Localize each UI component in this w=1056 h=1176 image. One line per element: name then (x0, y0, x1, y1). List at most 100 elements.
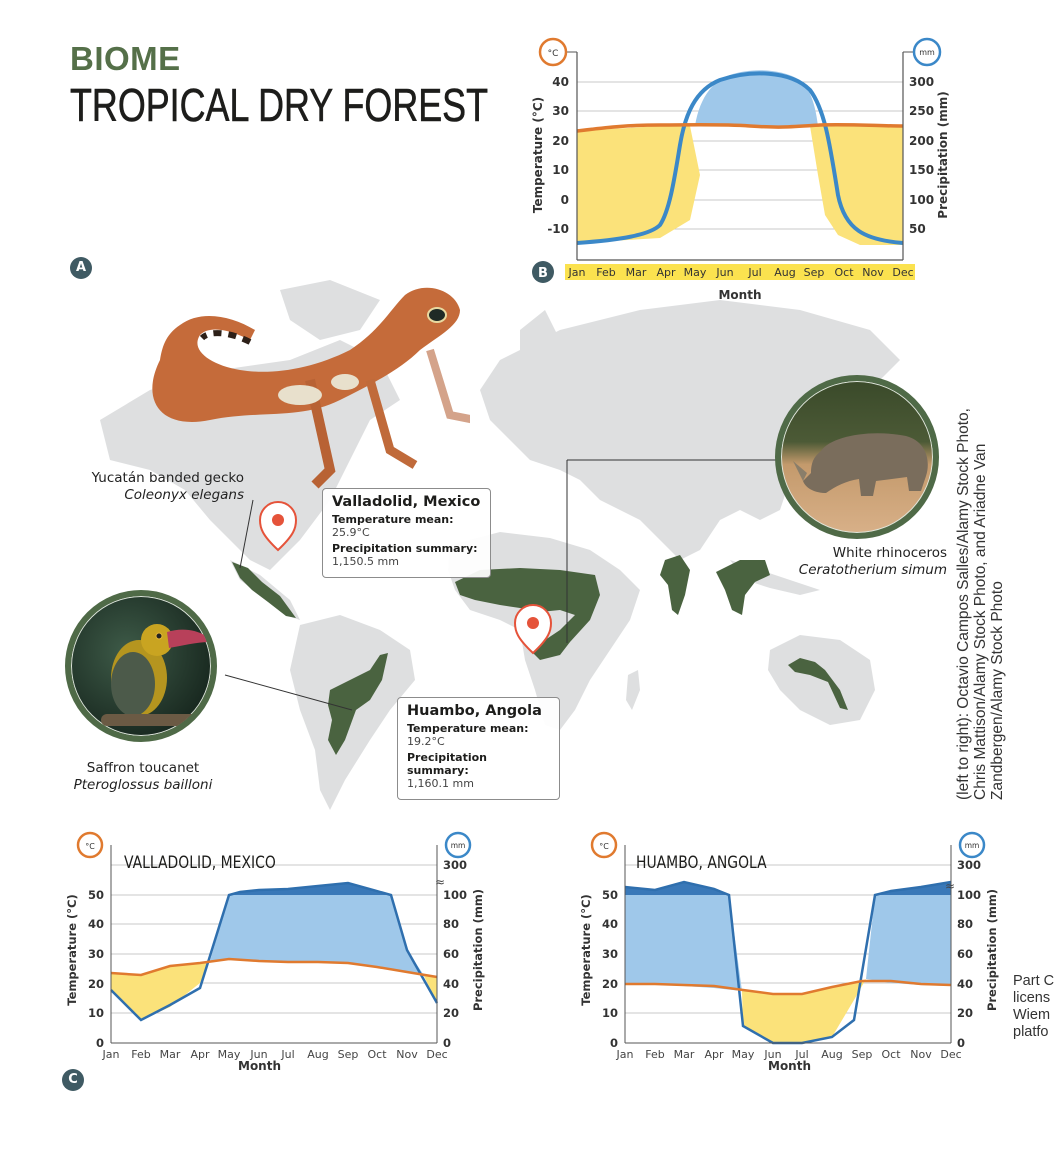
svg-text:Apr: Apr (656, 266, 676, 279)
location-pin-valladolid[interactable] (258, 501, 298, 552)
right-axis-ticks: 300 250 200 150 100 50 (909, 75, 934, 236)
svg-text:Sep: Sep (338, 1048, 359, 1060)
callout-temp-value: 25.9°C (332, 526, 370, 539)
svg-text:20: 20 (443, 1006, 459, 1020)
svg-text:Aug: Aug (307, 1048, 328, 1060)
svg-text:Jan: Jan (616, 1048, 634, 1060)
svg-text:Apr: Apr (704, 1048, 724, 1060)
svg-text:0: 0 (957, 1036, 965, 1050)
photo-credit-line: (left to right): Octavio Campos Salles/A… (955, 408, 972, 800)
svg-text:Mar: Mar (626, 266, 647, 279)
right-axis-label: Precipitation (mm) (985, 889, 999, 1011)
svg-text:0: 0 (610, 1036, 618, 1050)
svg-text:Apr: Apr (190, 1048, 210, 1060)
callout-huambo: Huambo, Angola Temperature mean: 19.2°C … (397, 697, 560, 800)
svg-text:°C: °C (599, 842, 609, 851)
svg-text:mm: mm (451, 841, 466, 850)
svg-text:50: 50 (909, 222, 926, 236)
celsius-unit-icon: °C (590, 831, 618, 859)
svg-text:300: 300 (957, 858, 981, 872)
svg-text:Nov: Nov (396, 1048, 418, 1060)
left-axis-ticks: 0 10 20 30 40 50 (88, 888, 104, 1050)
svg-text:20: 20 (957, 1006, 973, 1020)
svg-text:80: 80 (957, 917, 973, 931)
wet-excess-area (625, 882, 729, 895)
photo-credit: (left to right): Octavio Campos Salles/A… (955, 280, 1006, 800)
precipitation-line (576, 71, 904, 245)
svg-text:-10: -10 (547, 222, 569, 236)
x-axis-label: Month (718, 288, 761, 302)
climate-chart-huambo: ≈ °C mm HUAMBO, ANGOLA 0 10 20 30 40 50 0 20 4… (579, 831, 999, 1060)
svg-text:20: 20 (602, 977, 618, 991)
callout-temp-value: 19.2°C (407, 735, 445, 748)
svg-text:100: 100 (909, 193, 934, 207)
species-latin-name: Pteroglossus bailloni (73, 777, 213, 793)
svg-text:Jan: Jan (102, 1048, 120, 1060)
svg-text:Aug: Aug (821, 1048, 842, 1060)
millimeter-unit-icon: mm (444, 831, 472, 859)
svg-text:30: 30 (602, 947, 618, 961)
tropical-dry-forest-regions (232, 555, 848, 755)
svg-text:mm: mm (965, 841, 980, 850)
species-latin-name: Coleonyx elegans (124, 487, 244, 503)
section-marker-c: C (62, 1069, 84, 1091)
svg-text:mm: mm (919, 48, 935, 57)
right-axis-label: Precipitation (mm) (471, 889, 485, 1011)
temperature-line (625, 979, 952, 996)
svg-text:Oct: Oct (881, 1048, 901, 1060)
svg-text:Jul: Jul (747, 266, 761, 279)
svg-text:Feb: Feb (596, 266, 615, 279)
svg-text:May: May (684, 266, 707, 279)
species-common-name: Yucatán banded gecko (91, 470, 244, 486)
svg-text:40: 40 (602, 917, 618, 931)
right-axis-ticks: 0 20 40 60 80 100 300 (957, 858, 981, 1050)
species-label-rhinoceros: White rhinoceros Ceratotherium simum (775, 545, 947, 579)
dry-season-area (742, 979, 866, 1043)
left-axis-label: Temperature (°C) (531, 97, 545, 213)
gecko-photo (152, 287, 470, 489)
svg-text:0: 0 (443, 1036, 451, 1050)
species-label-toucanet: Saffron toucanet Pteroglossus bailloni (70, 760, 216, 794)
part-credit-line: Wiem (1013, 1007, 1051, 1023)
svg-text:40: 40 (957, 977, 973, 991)
section-marker-a: A (70, 257, 92, 279)
svg-text:100: 100 (443, 888, 467, 902)
svg-text:30: 30 (552, 104, 569, 118)
axis-break-icon: ≈ (435, 875, 445, 889)
svg-text:300: 300 (443, 858, 467, 872)
callout-precip-value: 1,160.1 mm (407, 777, 474, 790)
month-labels: Jan Feb Mar Apr May Jun Jul Aug Sep Oct Nov Dec (568, 266, 914, 279)
wet-season-area (695, 70, 818, 128)
millimeter-unit-icon: mm (958, 831, 986, 859)
toucanet-photo (65, 590, 217, 742)
location-pin-huambo[interactable] (513, 604, 553, 655)
species-label-gecko: Yucatán banded gecko Coleonyx elegans (68, 470, 244, 504)
callout-place: Valladolid, Mexico (332, 494, 481, 510)
svg-text:100: 100 (957, 888, 981, 902)
callout-temp-label: Temperature mean: (332, 513, 454, 526)
svg-text:150: 150 (909, 163, 934, 177)
svg-text:0: 0 (561, 193, 569, 207)
x-axis-label-huambo: Month (768, 1059, 812, 1073)
svg-text:0: 0 (96, 1036, 104, 1050)
svg-text:80: 80 (443, 917, 459, 931)
dry-season-area (577, 126, 700, 243)
wet-excess-area (229, 883, 391, 895)
svg-text:10: 10 (602, 1006, 618, 1020)
right-axis-ticks: 0 20 40 60 80 100 300 (443, 858, 467, 1050)
right-axis-label: Precipitation (mm) (936, 91, 950, 218)
svg-text:50: 50 (602, 888, 618, 902)
temperature-line (576, 122, 904, 133)
svg-text:Oct: Oct (367, 1048, 387, 1060)
part-credit-line: Part C (1013, 973, 1055, 989)
species-common-name: White rhinoceros (832, 545, 947, 561)
svg-text:Jan: Jan (568, 266, 586, 279)
leader-lines (224, 459, 786, 711)
svg-text:40: 40 (443, 977, 459, 991)
svg-text:Dec: Dec (940, 1048, 961, 1060)
chart-title: VALLADOLID, MEXICO (124, 853, 276, 873)
svg-text:20: 20 (88, 977, 104, 991)
callout-place: Huambo, Angola (407, 703, 542, 719)
